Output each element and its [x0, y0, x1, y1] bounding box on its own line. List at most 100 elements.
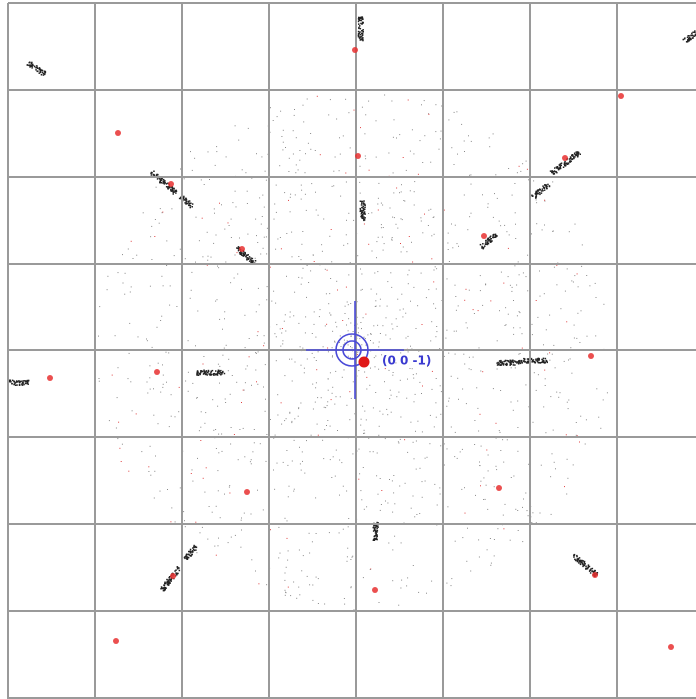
noise-dot — [279, 237, 281, 238]
noise-dot — [581, 265, 583, 267]
streak-dot — [551, 171, 554, 174]
noise-dot — [379, 478, 381, 479]
streak-dot — [501, 361, 504, 363]
noise-dot — [552, 230, 554, 232]
noise-dot — [385, 500, 386, 502]
noise-dot — [376, 241, 378, 243]
noise-dot — [345, 234, 347, 236]
noise-dot — [302, 460, 303, 462]
noise-dot — [398, 604, 400, 606]
noise-dot — [364, 338, 366, 340]
noise-dot — [225, 261, 227, 263]
streak-dot — [165, 183, 168, 185]
noise-dot — [376, 293, 378, 295]
noise-dot — [222, 328, 223, 330]
noise-dot — [482, 194, 483, 196]
streak-dot — [372, 526, 374, 529]
noise-dot — [466, 560, 468, 562]
noise-dot — [196, 397, 198, 399]
noise-dot — [211, 511, 213, 513]
noise-dot — [345, 98, 347, 100]
noise-dot — [329, 372, 331, 374]
noise-dot — [195, 521, 197, 523]
noise-dot — [348, 518, 350, 519]
noise-dot — [240, 519, 242, 521]
noise-dot — [401, 184, 402, 186]
noise-dot — [346, 560, 348, 562]
streak-dot — [489, 241, 492, 243]
noise-dot — [417, 173, 419, 175]
spot — [47, 375, 53, 381]
noise-dot — [409, 368, 411, 369]
noise-dot — [215, 505, 217, 507]
noise-dot — [191, 271, 193, 273]
noise-dot — [256, 381, 257, 383]
noise-dot — [521, 333, 523, 335]
streak-dot — [176, 572, 178, 575]
spot — [372, 587, 378, 593]
noise-dot — [290, 595, 292, 597]
noise-dot — [249, 461, 251, 463]
noise-dot — [476, 387, 478, 389]
noise-dot — [205, 467, 207, 469]
noise-dot — [347, 344, 349, 346]
noise-dot — [314, 150, 316, 151]
noise-dot — [477, 310, 479, 312]
noise-dot — [558, 396, 560, 398]
noise-dot — [335, 449, 337, 451]
noise-dot — [263, 342, 265, 344]
streak-dot — [176, 574, 178, 576]
noise-dot — [568, 359, 569, 361]
noise-dot — [405, 169, 407, 171]
noise-dot — [285, 147, 286, 148]
noise-dot — [158, 222, 160, 224]
noise-dot — [184, 520, 185, 522]
noise-dot — [459, 451, 461, 453]
streak-dot — [189, 205, 192, 207]
noise-dot — [202, 256, 204, 258]
streak-dot — [31, 67, 33, 69]
noise-dot — [445, 337, 447, 339]
noise-dot — [463, 353, 465, 355]
streak-dot — [168, 581, 170, 583]
noise-dot — [402, 246, 404, 248]
noise-dot — [421, 104, 422, 106]
noise-dot — [279, 328, 281, 330]
streak-dot — [237, 247, 239, 250]
noise-dot — [487, 203, 489, 205]
noise-dot — [572, 464, 574, 466]
noise-dot — [299, 150, 301, 151]
noise-dot — [274, 333, 276, 335]
noise-dot — [411, 129, 413, 131]
streak-dot — [196, 370, 199, 372]
noise-dot — [230, 218, 232, 220]
noise-dot — [277, 414, 279, 416]
noise-dot — [545, 329, 547, 331]
noise-dot — [199, 532, 201, 534]
noise-dot — [352, 331, 354, 332]
streak-dot — [688, 40, 690, 42]
noise-dot — [401, 219, 403, 221]
noise-dot — [358, 448, 360, 450]
streak-dot — [506, 364, 508, 366]
noise-dot — [241, 402, 242, 403]
noise-dot — [315, 191, 316, 193]
noise-dot — [273, 290, 275, 292]
noise-dot — [219, 517, 221, 519]
noise-dot — [309, 584, 311, 586]
noise-dot — [305, 209, 307, 211]
noise-dot — [132, 258, 134, 259]
streak-dot — [537, 359, 539, 361]
noise-dot — [183, 511, 185, 513]
streak-dot — [373, 528, 376, 530]
noise-dot — [234, 534, 236, 536]
noise-dot — [247, 127, 249, 129]
noise-dot — [451, 578, 453, 580]
streak-dot — [197, 372, 199, 374]
noise-dot — [414, 393, 416, 395]
noise-dot — [393, 192, 395, 194]
noise-dot — [275, 336, 277, 338]
streak-dot — [591, 567, 594, 570]
noise-dot — [257, 351, 259, 353]
streak-dot — [184, 557, 186, 560]
